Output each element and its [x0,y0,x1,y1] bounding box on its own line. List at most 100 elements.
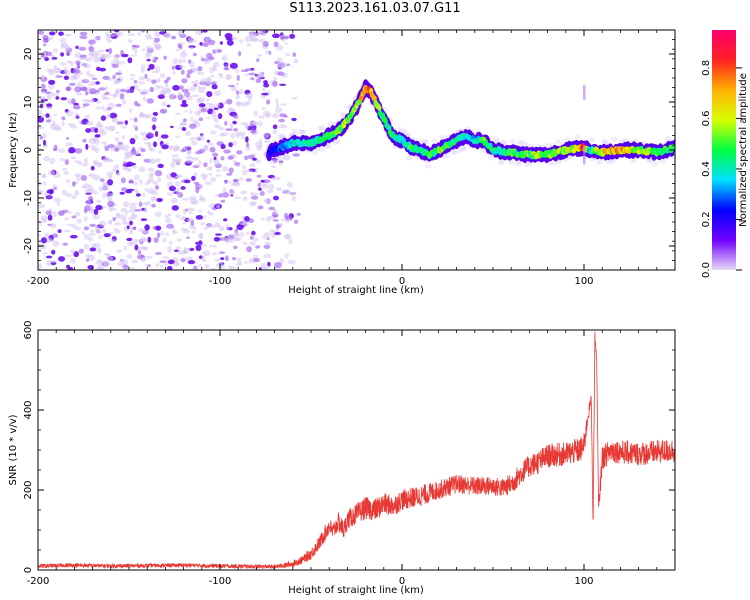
spectrogram-noise-cell [208,56,215,61]
spectrogram-noise-cell [65,142,73,147]
spectrogram-noise-cell [162,237,167,243]
spectrogram-noise-cell [125,211,129,215]
spectrogram-noise-cell [114,72,122,76]
spectrogram-noise-cell [163,32,171,39]
spectrogram-noise-cell [165,88,172,94]
spectrogram-noise-cell [243,261,248,264]
spectrogram-noise-cell [156,197,163,203]
spectrogram-noise-cell [190,136,194,142]
spectrogram-noise-cell [55,75,63,78]
spectrogram-noise-cell [228,84,235,88]
spectrogram-noise-cell [157,77,161,83]
spectrogram-noise-cell [157,136,161,141]
spectrogram-noise-cell [117,171,121,176]
spectrogram-noise-cell [184,109,188,113]
spectrogram-noise-cell [236,224,244,231]
spectrogram-noise-cell [40,215,48,221]
spectrogram-noise-cell [45,210,52,216]
spectrogram-noise-cell [128,108,133,113]
spectrogram-noise-cell [96,66,101,71]
spectrogram-ridge-halo [611,136,618,142]
spectrogram-noise-cell [253,254,258,258]
spectrogram-ridge-halo [588,137,595,143]
snr-x-tick-label: -100 [209,576,232,587]
spectrogram-noise-cell [137,88,141,92]
spectrogram-noise-cell [64,217,70,221]
spectrogram-noise-cell [152,124,156,131]
spectrogram-noise-cell [277,71,285,76]
spectrogram-noise-cell [262,179,271,184]
spectrogram-noise-cell [184,145,192,150]
spectrogram-noise-cell [201,256,206,261]
spectrogram-noise-cell [282,124,288,129]
spectrogram-noise-cell [148,158,157,165]
spectrogram-noise-cell [126,225,130,230]
spectrogram-noise-cell [236,150,243,155]
spectrogram-noise-cell [155,84,160,90]
spectrogram-noise-cell [258,115,265,119]
spectrogram-noise-cell [250,195,259,200]
spectrogram-noise-cell [171,65,175,71]
spectrogram-noise-cell [166,265,173,270]
spectrogram-noise-cell [288,238,293,245]
spectrogram-noise-cell [116,222,122,226]
spectrogram-noise-cell [130,148,137,156]
spectrogram-noise-cell [130,226,136,231]
spectrogram-noise-cell [184,247,188,254]
spectrogram-noise-cell [285,215,293,221]
spectrogram-noise-cell [222,187,227,193]
spectrogram-noise-cell [147,132,154,137]
spectrogram-noise-cell [207,77,212,82]
spectrogram-noise-cell [244,36,252,43]
spectrogram-noise-cell [180,149,187,153]
spectrogram-noise-cell [187,247,192,251]
spectrogram-noise-cell [38,125,44,130]
spectrogram-noise-cell [88,232,96,236]
spectrogram-noise-cell [203,36,211,43]
spectrogram-noise-cell [163,79,169,84]
spectrogram-noise-cell [106,113,111,119]
spectrogram-noise-cell [229,107,233,111]
spectrogram-noise-cell [147,68,151,71]
spectrogram-noise-cell [244,73,250,77]
spectrogram-noise-cell [257,54,262,57]
spectrogram-noise-cell [85,79,89,83]
spectrogram-noise-cell [134,244,139,251]
spectrogram-noise-cell [99,127,105,134]
spectrogram-noise-cell [45,113,50,118]
snr-x-tick-label: -200 [27,576,50,587]
spectrogram-noise-cell [198,209,203,213]
spectrogram-noise-cell [100,141,106,145]
spectrogram-noise-cell [168,185,176,192]
colorbar-label: Normalized spectral amplitude [738,73,749,227]
spectrogram-noise-cell [286,63,291,66]
spectrogram-noise-cell [195,244,202,251]
spectrogram-noise-cell [61,167,68,171]
spectrogram-noise-cell [113,54,119,61]
spectrogram-noise-cell [89,223,96,227]
spectrogram-noise-cell [267,261,271,267]
spectrogram-noise-cell [142,96,147,102]
spectrogram-noise-cell [232,181,241,186]
spectrogram-noise-cell [110,239,116,243]
spectrogram-noise-cell [174,187,181,194]
spectrogram-noise-cell [130,86,135,90]
spectrogram-noise-cell [216,204,221,209]
spectrogram-noise-cell [78,248,85,254]
spectrogram-noise-cell [238,177,244,181]
spectrogram-noise-cell [197,111,203,114]
spectrogram-noise-cell [197,66,203,72]
spectrogram-noise-cell [74,52,82,59]
spectrogram-noise-cell [139,131,148,136]
spectrogram-noise-cell [127,33,136,36]
spectrogram-noise-cell [160,230,164,236]
spectrogram-ridge-halo [555,139,562,145]
spectrogram-noise-cell [208,142,215,146]
spectrogram-noise-cell [94,225,101,232]
spectrogram-noise-cell [45,51,53,56]
spectrogram-noise-cell [106,36,111,41]
spectrogram-noise-cell [49,260,57,263]
spectrogram-noise-cell [171,157,176,162]
spectrogram-noise-cell [229,62,238,69]
spectrogram-noise-cell [66,60,72,64]
